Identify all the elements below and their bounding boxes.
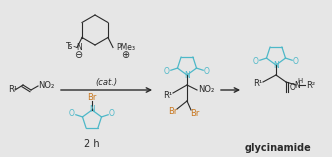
Text: O: O <box>253 57 259 66</box>
Text: (cat.): (cat.) <box>95 78 118 87</box>
Text: H: H <box>297 78 303 84</box>
Text: NO₂: NO₂ <box>38 81 54 90</box>
Text: NO₂: NO₂ <box>198 86 214 95</box>
Text: glycinamide: glycinamide <box>245 143 311 153</box>
Text: PMe₃: PMe₃ <box>117 43 135 52</box>
Text: 2 h: 2 h <box>84 139 100 149</box>
Text: R¹: R¹ <box>253 79 263 89</box>
Text: N: N <box>76 43 82 52</box>
Text: Br: Br <box>87 92 97 101</box>
Text: R²: R² <box>306 81 315 89</box>
Text: O: O <box>109 109 115 118</box>
Text: Br: Br <box>168 108 178 116</box>
Text: ⊕: ⊕ <box>121 49 129 60</box>
Text: Br: Br <box>190 108 200 117</box>
Text: R¹: R¹ <box>163 90 173 100</box>
Text: O: O <box>293 57 299 66</box>
Text: O: O <box>290 82 296 92</box>
Text: ⊖: ⊖ <box>74 49 82 60</box>
Text: N: N <box>184 70 190 79</box>
Text: N: N <box>89 106 95 114</box>
Text: Ts: Ts <box>66 42 74 51</box>
Text: O: O <box>69 109 75 118</box>
Text: N: N <box>273 60 279 70</box>
Text: O: O <box>204 67 210 76</box>
Text: R¹: R¹ <box>8 86 17 95</box>
Text: N: N <box>294 81 300 89</box>
Text: O: O <box>164 67 170 76</box>
